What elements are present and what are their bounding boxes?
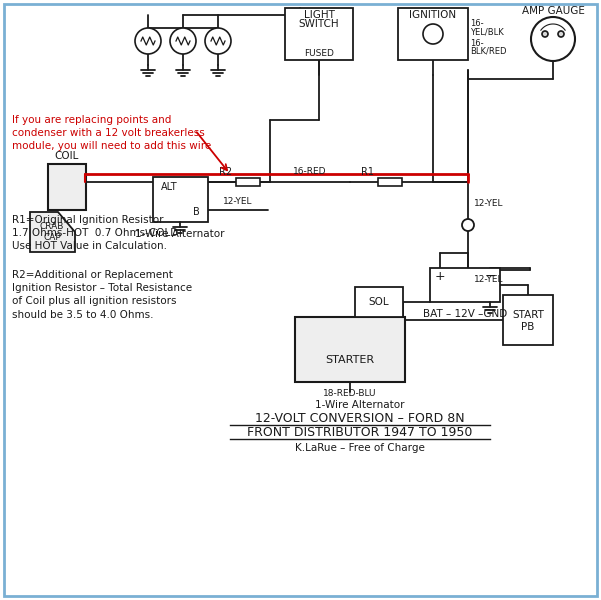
Text: +: + [435, 269, 445, 283]
Circle shape [170, 28, 196, 54]
Text: R1=Original Ignition Resistor
1.7 Ohms-HOT  0.7 Ohms-COLD
Use HOT Value in Calcu: R1=Original Ignition Resistor 1.7 Ohms-H… [12, 215, 178, 251]
Text: 12-YEL: 12-YEL [223, 197, 253, 206]
Text: 12-YEL: 12-YEL [474, 275, 504, 284]
Text: AMP GAUGE: AMP GAUGE [522, 6, 584, 16]
Text: CRAB
CAP: CRAB CAP [40, 221, 64, 242]
Polygon shape [30, 212, 75, 252]
Text: YEL/BLK: YEL/BLK [470, 28, 504, 37]
Text: K.LaRue – Free of Charge: K.LaRue – Free of Charge [295, 443, 425, 453]
Text: 1-Wire Alternator: 1-Wire Alternator [135, 229, 225, 239]
Circle shape [542, 31, 548, 37]
Text: COIL: COIL [55, 151, 79, 161]
Text: 16-: 16- [470, 19, 484, 28]
Text: 18-RED-BLU: 18-RED-BLU [323, 389, 377, 398]
Text: B: B [193, 207, 200, 217]
Text: R1: R1 [361, 167, 374, 177]
Text: BLK/RED: BLK/RED [470, 46, 507, 55]
Bar [355, 287, 403, 317]
Text: If you are replacing points and
condenser with a 12 volt breakerless
module, you: If you are replacing points and condense… [12, 115, 211, 151]
Text: R2=Additional or Replacement
Ignition Resistor – Total Resistance
of Coil plus a: R2=Additional or Replacement Ignition Re… [12, 270, 192, 320]
Text: ALT: ALT [161, 182, 178, 192]
Bar [503, 295, 553, 345]
Text: FRONT DISTRIBUTOR 1947 TO 1950: FRONT DISTRIBUTOR 1947 TO 1950 [248, 425, 473, 439]
Text: −: − [484, 269, 496, 283]
Bar [398, 8, 468, 60]
Text: START: START [512, 310, 544, 320]
Text: PB: PB [521, 322, 535, 332]
Bar [285, 8, 353, 60]
Circle shape [423, 24, 443, 44]
Circle shape [558, 31, 564, 37]
Text: LIGHT: LIGHT [304, 10, 334, 20]
Text: 16-RED: 16-RED [293, 167, 327, 176]
Text: SOL: SOL [368, 297, 389, 307]
Text: 12-VOLT CONVERSION – FORD 8N: 12-VOLT CONVERSION – FORD 8N [255, 412, 465, 425]
Bar [153, 177, 208, 222]
Bar [48, 164, 86, 210]
Text: 16-: 16- [470, 38, 484, 47]
Bar [378, 178, 402, 186]
Circle shape [462, 219, 474, 231]
Bar [295, 317, 405, 382]
Bar [236, 178, 260, 186]
Text: BAT – 12V –GND: BAT – 12V –GND [423, 309, 507, 319]
Bar [430, 268, 500, 302]
Text: IGNITION: IGNITION [409, 10, 457, 20]
Text: 12-YEL: 12-YEL [474, 199, 504, 208]
Text: R2: R2 [219, 167, 233, 177]
Circle shape [135, 28, 161, 54]
Text: SWITCH: SWITCH [299, 19, 340, 29]
Circle shape [531, 17, 575, 61]
Text: FUSED: FUSED [304, 49, 334, 58]
Text: STARTER: STARTER [325, 355, 374, 365]
Text: 1-Wire Alternator: 1-Wire Alternator [316, 400, 404, 410]
Circle shape [205, 28, 231, 54]
